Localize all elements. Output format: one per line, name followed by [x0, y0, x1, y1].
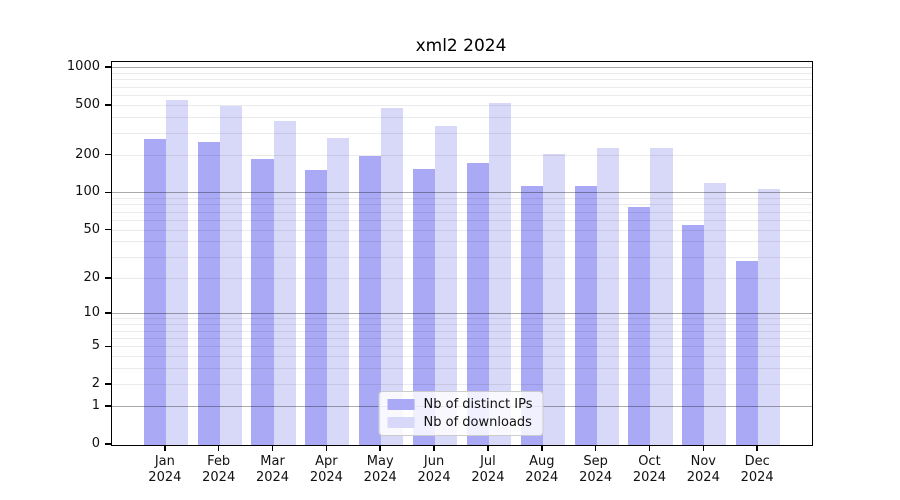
x-tick-label: Mar 2024 [255, 454, 290, 485]
bar-downloads-aug [542, 154, 565, 445]
y-tick-mark [105, 104, 111, 106]
x-tick-label: Dec 2024 [740, 454, 774, 485]
y-tick-label: 0 [91, 436, 100, 451]
legend-label-distinct-ips: Nb of distinct IPs [423, 397, 533, 412]
minor-gridline [112, 79, 812, 81]
x-tick-label: Sep 2024 [579, 454, 613, 485]
bar-distinct-ips-feb [197, 142, 220, 445]
y-tick-label: 20 [83, 269, 100, 285]
y-tick-label: 2 [91, 376, 100, 392]
x-tick-mark [648, 445, 651, 451]
minor-gridline [112, 72, 812, 74]
y-tick-mark [105, 312, 111, 314]
bar-downloads-jun [435, 126, 458, 445]
minor-gridline [112, 104, 812, 106]
y-tick-label: 500 [75, 96, 100, 112]
bar-downloads-jan [165, 100, 188, 445]
x-tick-mark [594, 445, 597, 451]
x-tick-mark [325, 445, 328, 451]
y-tick-label: 200 [75, 146, 100, 162]
x-tick-mark [379, 445, 381, 451]
x-tick-mark [756, 445, 758, 451]
x-tick-label: May 2024 [363, 454, 397, 485]
legend-entry-distinct-ips: Nb of distinct IPs [387, 397, 533, 412]
legend-swatch-distinct-ips [387, 399, 415, 410]
x-tick-mark [164, 445, 166, 451]
x-tick-label: Oct 2024 [632, 454, 666, 485]
y-tick-mark [105, 405, 111, 407]
bar-distinct-ips-may [359, 156, 382, 445]
bar-downloads-nov [704, 182, 727, 445]
minor-gridline [112, 86, 812, 88]
bar-downloads-sep [596, 148, 619, 445]
minor-gridline [112, 117, 812, 119]
bar-distinct-ips-aug [520, 186, 543, 445]
minor-gridline [112, 132, 812, 134]
legend-label-downloads: Nb of downloads [423, 415, 532, 430]
y-tick-label: 10 [83, 305, 100, 321]
major-gridline [112, 67, 812, 69]
bar-distinct-ips-nov [682, 225, 705, 445]
x-tick-label: Jul 2024 [471, 454, 505, 485]
bar-downloads-mar [273, 121, 296, 445]
legend-entry-downloads: Nb of downloads [387, 415, 533, 430]
x-tick-mark [433, 445, 435, 451]
y-tick-mark [105, 345, 111, 348]
x-tick-label: Apr 2024 [309, 454, 343, 485]
y-tick-mark [105, 277, 111, 279]
bar-distinct-ips-mar [251, 158, 274, 445]
bar-distinct-ips-jul [466, 163, 489, 445]
y-tick-mark [105, 383, 111, 385]
y-tick-label: 50 [83, 221, 100, 237]
bar-distinct-ips-apr [305, 170, 328, 445]
x-tick-label: Jun 2024 [417, 454, 451, 485]
minor-gridline [112, 95, 812, 97]
y-tick-mark [105, 443, 111, 445]
y-tick-label: 1 [91, 398, 100, 414]
x-tick-label: Aug 2024 [525, 454, 559, 485]
bar-downloads-may [381, 108, 404, 445]
bar-distinct-ips-oct [628, 206, 651, 445]
bar-distinct-ips-jun [413, 168, 436, 445]
chart-title: xml2 2024 [415, 36, 507, 56]
x-tick-mark [271, 445, 274, 451]
legend-swatch-downloads [387, 417, 415, 428]
x-tick-label: Nov 2024 [686, 454, 720, 485]
y-tick-mark [105, 191, 111, 194]
x-tick-label: Jan 2024 [148, 454, 182, 485]
x-tick-mark [702, 445, 705, 451]
x-tick-mark [217, 445, 220, 451]
bar-downloads-dec [758, 189, 781, 445]
y-tick-mark [105, 153, 111, 156]
legend: Nb of distinct IPs Nb of downloads [378, 391, 544, 436]
x-tick-label: Feb 2024 [202, 454, 236, 485]
plot-area [111, 61, 813, 446]
x-tick-mark [541, 445, 543, 451]
bar-distinct-ips-sep [574, 186, 597, 445]
bar-distinct-ips-dec [736, 261, 759, 445]
bar-downloads-feb [219, 106, 242, 445]
y-tick-mark [105, 228, 111, 231]
x-tick-mark [487, 445, 489, 451]
y-tick-label: 100 [75, 184, 100, 200]
bar-downloads-jul [488, 103, 511, 445]
bar-downloads-apr [327, 137, 350, 445]
y-tick-label: 1000 [66, 59, 100, 75]
bar-distinct-ips-jan [143, 139, 166, 445]
y-tick-mark [105, 66, 111, 68]
y-tick-label: 5 [91, 338, 100, 354]
bar-downloads-oct [650, 148, 673, 445]
